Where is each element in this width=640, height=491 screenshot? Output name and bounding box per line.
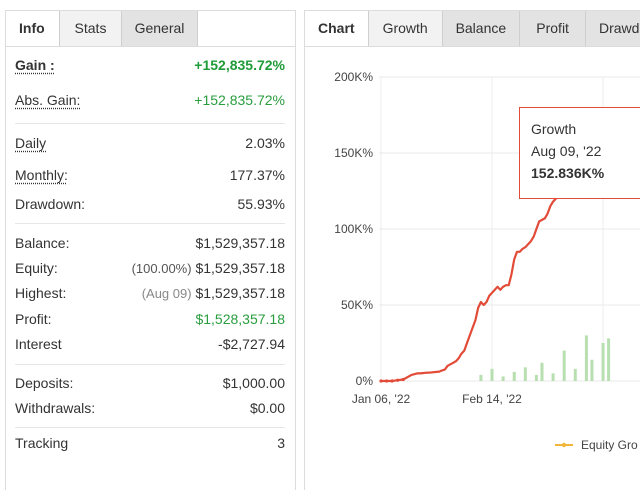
equity-bar: [512, 371, 516, 381]
growth-point: [379, 379, 383, 383]
tab-drawdown[interactable]: Drawd: [586, 11, 640, 46]
tracking-value: 3: [277, 435, 285, 451]
growth-chart: 200K% 150K% 100K% 50K% 0% Jan 06, '22 Feb 14, …: [334, 70, 640, 452]
tab-general[interactable]: General: [122, 11, 198, 46]
monthly-value: 177.37%: [229, 167, 285, 183]
tab-stats[interactable]: Stats: [60, 11, 122, 46]
tab-info[interactable]: Info: [6, 11, 60, 46]
equity-bar: [551, 373, 555, 381]
divider: [15, 427, 285, 428]
tab-growth[interactable]: Growth: [368, 11, 443, 46]
gain-label[interactable]: Gain :: [15, 57, 55, 73]
legend-swatch-dot: [561, 442, 567, 448]
equity-bar: [584, 335, 588, 381]
highest-label: Highest:: [15, 285, 67, 301]
tab-balance[interactable]: Balance: [442, 11, 521, 46]
equity-percent: (100.00%): [131, 261, 192, 276]
tooltip-date: Aug 09, '22: [531, 143, 602, 159]
equity-bar: [607, 338, 611, 381]
y-tick-label: 50K%: [341, 298, 373, 312]
daily-value: 2.03%: [245, 135, 285, 151]
gain-row: Gain : +152,835.72%: [15, 55, 285, 75]
tab-profit[interactable]: Profit: [520, 11, 586, 46]
profit-value: $1,528,357.18: [195, 311, 285, 327]
stats-panel: Info Stats General Gain : +152,835.72% A…: [5, 10, 296, 490]
growth-point: [390, 379, 394, 383]
daily-row: Daily 2.03%: [15, 133, 285, 153]
x-tick-label: Feb 14, '22: [462, 392, 522, 406]
y-tick-label: 150K%: [334, 146, 373, 160]
highest-date: (Aug 09): [141, 286, 192, 301]
abs-gain-value: +152,835.72%: [194, 92, 285, 108]
y-tick-label: 0%: [356, 374, 374, 388]
tooltip-value: 152.836K%: [531, 165, 605, 181]
interest-row: Interest -$2,727.94: [15, 334, 285, 354]
equity-bar: [601, 343, 605, 381]
drawdown-value: 55.93%: [237, 196, 285, 212]
deposits-row: Deposits: $1,000.00: [15, 373, 285, 393]
monthly-row: Monthly: 177.37%: [15, 165, 285, 185]
x-tick-label: Jan 06, '22: [352, 392, 411, 406]
daily-label[interactable]: Daily: [15, 135, 47, 151]
deposits-label: Deposits:: [15, 375, 74, 391]
drawdown-label: Drawdown:: [15, 196, 86, 212]
highest-value: $1,529,357.18: [195, 285, 285, 301]
growth-point: [396, 378, 400, 382]
equity-bar: [573, 368, 577, 381]
growth-point: [384, 379, 389, 383]
balance-value: $1,529,357.18: [195, 235, 285, 251]
profit-row: Profit: $1,528,357.18: [15, 309, 285, 329]
equity-label: Equity:: [15, 260, 58, 276]
withdrawals-value: $0.00: [249, 400, 285, 416]
interest-label: Interest: [15, 336, 62, 352]
equity-bar: [501, 376, 505, 381]
equity-bar: [540, 362, 544, 381]
equity-bar: [479, 374, 483, 381]
equity-row: Equity: (100.00%) $1,529,357.18: [15, 258, 285, 278]
abs-gain-row: Abs. Gain: +152,835.72%: [15, 90, 285, 110]
stats-tabs: Info Stats General: [6, 11, 295, 47]
divider: [15, 364, 285, 365]
tab-chart[interactable]: Chart: [305, 11, 369, 46]
deposits-value: $1,000.00: [222, 375, 285, 391]
y-tick-label: 100K%: [334, 222, 373, 236]
abs-gain-label[interactable]: Abs. Gain:: [15, 92, 81, 108]
balance-label: Balance:: [15, 235, 70, 251]
tracking-row: Tracking 3: [15, 433, 285, 453]
growth-point: [401, 377, 405, 382]
monthly-label[interactable]: Monthly:: [15, 167, 68, 183]
equity-bar: [490, 368, 494, 381]
divider: [15, 223, 285, 224]
divider: [15, 123, 285, 124]
legend-label: Equity Gro: [581, 438, 638, 452]
equity-bar: [590, 359, 594, 381]
profit-label: Profit:: [15, 311, 52, 327]
equity-bar: [523, 367, 527, 381]
equity-bar: [562, 350, 566, 381]
interest-value: -$2,727.94: [218, 336, 285, 352]
balance-row: Balance: $1,529,357.18: [15, 233, 285, 253]
chart-tabs: Chart Growth Balance Profit Drawd: [305, 11, 640, 47]
gain-value: +152,835.72%: [194, 57, 285, 73]
equity-bar: [534, 374, 538, 381]
chart-panel: Chart Growth Balance Profit Drawd 200K% 1…: [304, 10, 640, 490]
withdrawals-row: Withdrawals: $0.00: [15, 398, 285, 418]
tracking-label: Tracking: [15, 435, 69, 451]
equity-value: $1,529,357.18: [195, 260, 285, 276]
chart-tooltip: Growth Aug 09, '22 152.836K%: [519, 107, 640, 199]
withdrawals-label: Withdrawals:: [15, 400, 96, 416]
tooltip-series: Growth: [531, 121, 577, 137]
y-tick-label: 200K%: [334, 70, 373, 84]
highest-row: Highest: (Aug 09) $1,529,357.18: [15, 283, 285, 303]
drawdown-row: Drawdown: 55.93%: [15, 194, 285, 214]
